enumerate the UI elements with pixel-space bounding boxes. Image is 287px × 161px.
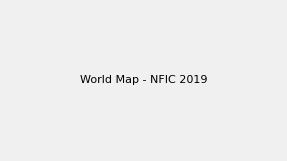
Text: World Map - NFIC 2019: World Map - NFIC 2019 [80,76,207,85]
